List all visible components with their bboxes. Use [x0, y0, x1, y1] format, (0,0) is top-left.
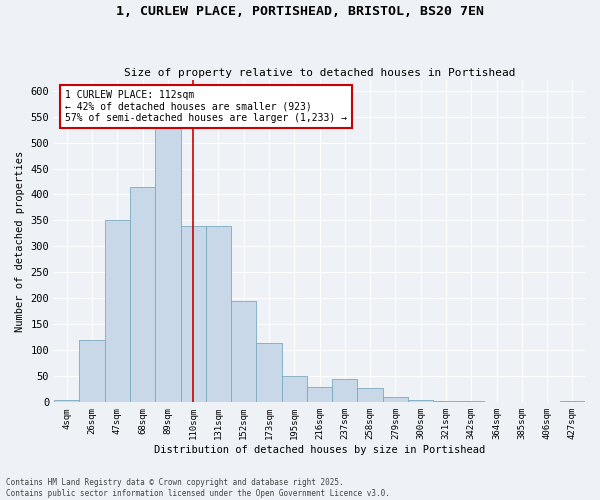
- Bar: [54, 400, 79, 402]
- Bar: [408, 400, 433, 402]
- Text: 1 CURLEW PLACE: 112sqm
← 42% of detached houses are smaller (923)
57% of semi-de: 1 CURLEW PLACE: 112sqm ← 42% of detached…: [65, 90, 347, 123]
- Bar: [358, 388, 383, 402]
- Bar: [281, 376, 307, 402]
- Text: 1, CURLEW PLACE, PORTISHEAD, BRISTOL, BS20 7EN: 1, CURLEW PLACE, PORTISHEAD, BRISTOL, BS…: [116, 5, 484, 18]
- X-axis label: Distribution of detached houses by size in Portishead: Distribution of detached houses by size …: [154, 445, 485, 455]
- Bar: [231, 301, 256, 402]
- Title: Size of property relative to detached houses in Portishead: Size of property relative to detached ho…: [124, 68, 515, 78]
- Bar: [332, 379, 358, 402]
- Bar: [130, 186, 155, 402]
- Y-axis label: Number of detached properties: Number of detached properties: [15, 150, 25, 332]
- Bar: [105, 220, 130, 402]
- Text: Contains HM Land Registry data © Crown copyright and database right 2025.
Contai: Contains HM Land Registry data © Crown c…: [6, 478, 390, 498]
- Bar: [181, 226, 206, 402]
- Bar: [155, 127, 181, 402]
- Bar: [383, 397, 408, 402]
- Bar: [433, 401, 458, 402]
- Bar: [256, 342, 281, 402]
- Bar: [79, 340, 105, 402]
- Bar: [206, 226, 231, 402]
- Bar: [307, 386, 332, 402]
